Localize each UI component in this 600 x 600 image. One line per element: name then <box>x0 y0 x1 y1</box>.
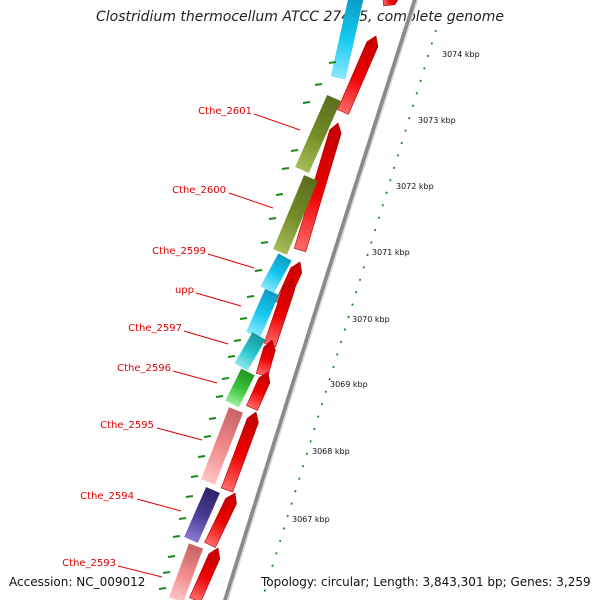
cds-arrow-2[interactable] <box>337 34 381 115</box>
leader-line <box>195 292 242 307</box>
scale-label-3068: 3068 kbp <box>312 447 350 456</box>
scale-label-3072: 3072 kbp <box>396 182 434 191</box>
label-cthe-2601[interactable]: Cthe_2601 <box>198 106 252 117</box>
gene-labels: Cthe_2601 Cthe_2600 Cthe_2599 upp Cthe_2… <box>62 106 252 569</box>
cds-arrow-1[interactable] <box>381 0 400 7</box>
scale-label-3071: 3071 kbp <box>372 248 410 257</box>
feature-cthe-2594[interactable] <box>184 486 220 544</box>
feature-cthe-2597[interactable] <box>234 332 266 371</box>
tick-mark <box>162 571 171 574</box>
cds-arrow-3[interactable] <box>293 121 343 253</box>
tick-mark <box>314 83 323 86</box>
tick-mark <box>215 395 224 398</box>
scale-label-3067: 3067 kbp <box>292 515 330 524</box>
tick-mark <box>208 417 217 420</box>
tick-mark <box>158 587 167 590</box>
label-cthe-2593[interactable]: Cthe_2593 <box>62 558 116 569</box>
tick-mark <box>246 295 255 298</box>
feature-upp[interactable] <box>246 288 279 339</box>
label-cthe-2595[interactable]: Cthe_2595 <box>100 420 154 431</box>
cds-arrow-10[interactable] <box>189 546 224 600</box>
tick-mark <box>260 241 269 244</box>
cds-arrow-8[interactable] <box>220 410 261 493</box>
leader-line <box>172 370 218 384</box>
tick-mark <box>275 193 284 196</box>
tick-mark <box>203 435 212 438</box>
label-upp[interactable]: upp <box>175 285 194 296</box>
label-cthe-2594[interactable]: Cthe_2594 <box>80 491 134 502</box>
tick-mark <box>227 355 236 358</box>
leader-line <box>136 498 182 512</box>
leader-line <box>253 113 301 131</box>
map-title: Clostridium thermocellum ATCC 27405, com… <box>96 9 504 25</box>
label-cthe-2596[interactable]: Cthe_2596 <box>117 363 171 374</box>
leader-line <box>183 330 229 345</box>
scale-label-3073: 3073 kbp <box>418 116 456 125</box>
leader-line <box>207 253 255 269</box>
tick-mark <box>233 339 242 342</box>
accession-text: Accession: NC_009012 <box>9 575 146 589</box>
tick-mark <box>167 555 176 558</box>
label-cthe-2599[interactable]: Cthe_2599 <box>152 246 206 257</box>
leader-line <box>117 565 163 578</box>
label-cthe-2597[interactable]: Cthe_2597 <box>128 323 182 334</box>
tick-mark <box>178 517 187 520</box>
label-cthe-2600[interactable]: Cthe_2600 <box>172 185 226 196</box>
scale-label-3074: 3074 kbp <box>442 50 480 59</box>
feature-cthe-2599[interactable] <box>260 253 292 294</box>
tick-mark <box>281 167 290 170</box>
backbone <box>223 0 419 600</box>
tick-mark <box>239 317 248 320</box>
leader-line <box>228 192 274 209</box>
feature-cthe-2600[interactable] <box>273 175 318 255</box>
tick-mark <box>302 101 311 104</box>
tick-mark <box>328 61 337 64</box>
feature-cthe-2595[interactable] <box>201 407 243 485</box>
tick-mark <box>268 217 277 220</box>
scale-ruler <box>261 29 437 600</box>
genome-summary: Topology: circular; Length: 3,843,301 bp… <box>261 575 591 589</box>
tick-mark <box>290 149 299 152</box>
scale-labels: 3074 kbp 3073 kbp 3072 kbp 3071 kbp 3070… <box>292 50 480 524</box>
scale-label-3070: 3070 kbp <box>352 315 390 324</box>
tick-mark <box>197 455 206 458</box>
tick-mark <box>172 535 181 538</box>
feature-cthe-2601[interactable] <box>295 94 341 174</box>
cds-arrow-9[interactable] <box>204 490 241 549</box>
forward-cds-track <box>189 0 400 600</box>
colored-feature-track <box>168 0 364 600</box>
tick-mark <box>190 475 199 478</box>
feature-cyan-feature-top[interactable] <box>330 0 364 80</box>
label-leader-lines <box>117 113 301 578</box>
feature-cthe-2596[interactable] <box>225 368 255 408</box>
scale-label-3069: 3069 kbp <box>330 380 368 389</box>
cds-arrow-7[interactable] <box>246 370 274 411</box>
tick-mark <box>254 269 263 272</box>
leader-line <box>156 427 203 441</box>
feature-tick-marks <box>158 61 337 590</box>
feature-cthe-2593[interactable] <box>168 543 204 600</box>
tick-mark <box>221 377 230 380</box>
tick-mark <box>185 495 194 498</box>
